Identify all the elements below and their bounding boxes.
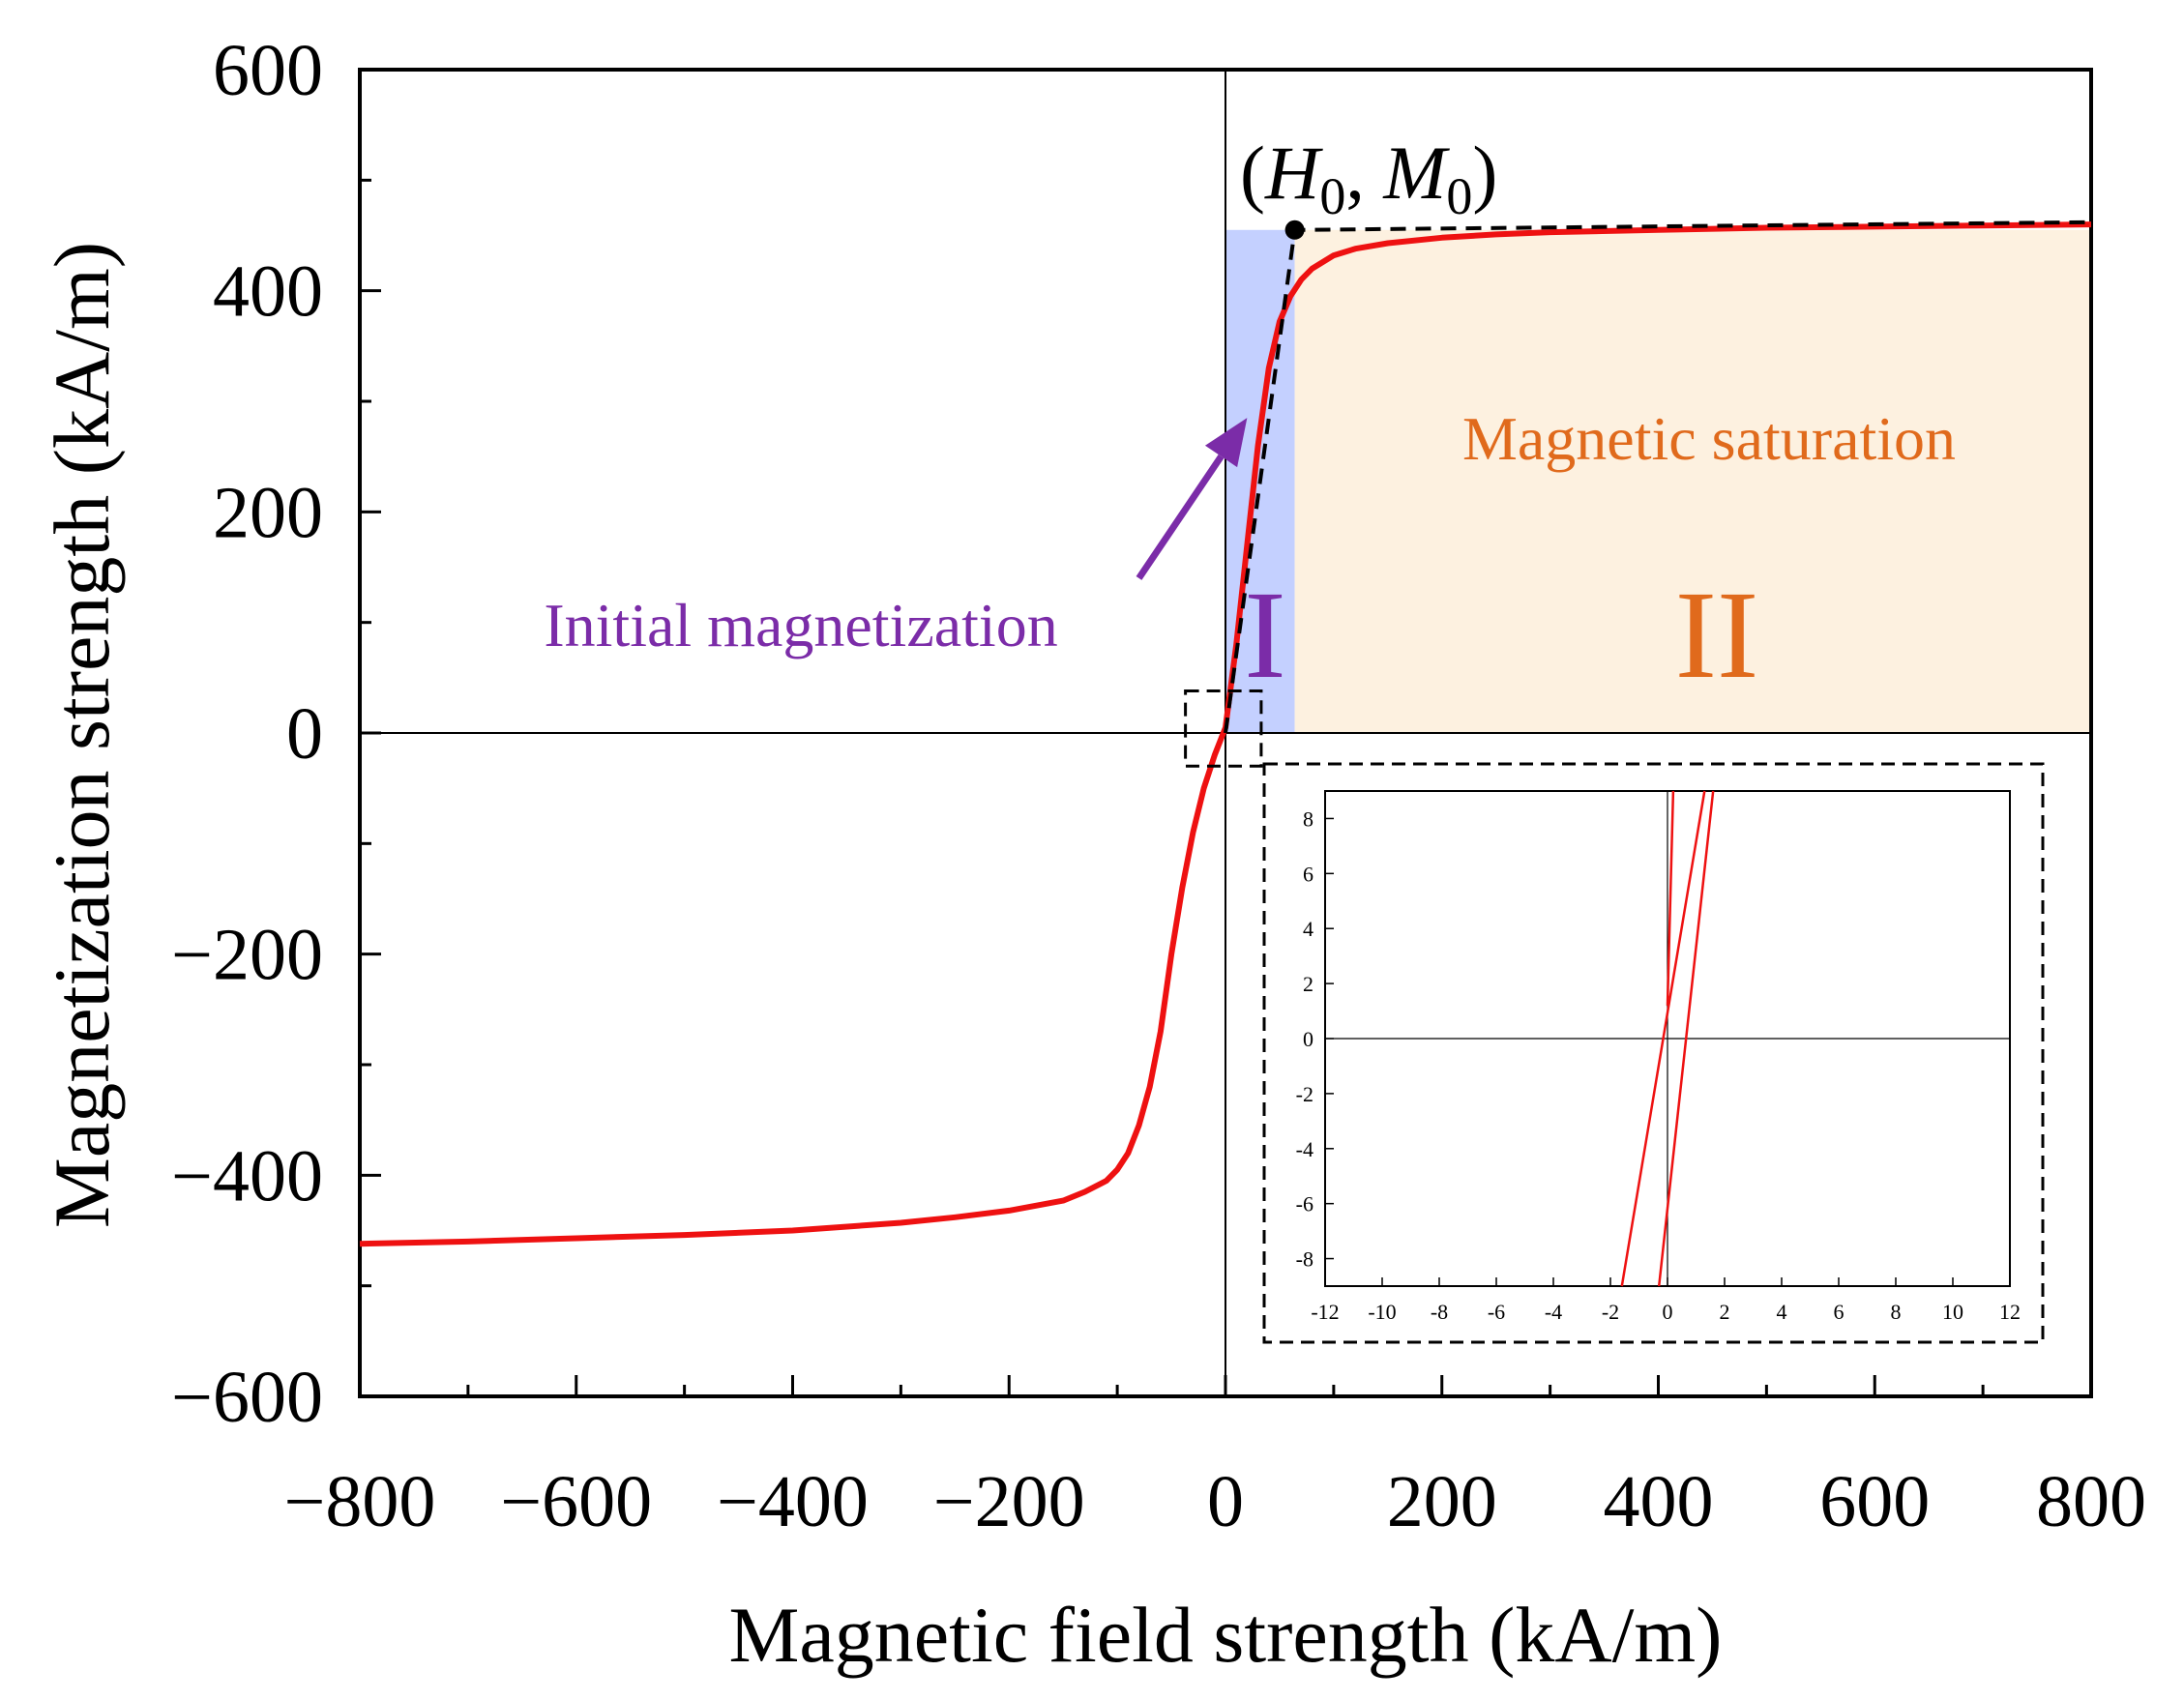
y-tick-label: 600 [213,30,323,111]
inset-plot: -12 -10 -8 -6 -4 -2 0 2 4 6 8 10 12 -8 -6 -4 -2 0 2 4 6 8 [1262,762,2045,1344]
x-tick-label: 200 [1387,1461,1497,1542]
x-tick-label: −200 [933,1461,1085,1542]
inset-x-tick-label: -8 [1431,1300,1448,1324]
point-label-h-subscript: 0 [1319,167,1345,225]
inset-x-tick-label: 0 [1663,1300,1673,1324]
x-tick-label: −800 [284,1461,436,1542]
saturation-point-marker [1284,220,1305,240]
initial-magnetization-arrowhead [1204,418,1248,468]
y-axis-label: Magnetization strength (kA/m) [38,242,126,1228]
inset-x-tick-label: 12 [1999,1300,2021,1324]
inset-border [1262,762,2045,1344]
point-label-open: ( [1240,131,1265,215]
inset-x-tick-label: 4 [1777,1300,1787,1324]
main-plot: −800 −600 −400 −200 0 200 400 600 800−600−400−20… [171,30,2146,1542]
y-tick-label: −600 [171,1357,323,1438]
x-tick-label: 800 [2036,1461,2146,1542]
point-label-h: H [1264,131,1323,215]
y-tick-label: 0 [286,693,323,775]
x-tick-label: 600 [1819,1461,1930,1542]
x-axis-label: Magnetic field strength (kA/m) [728,1591,1722,1679]
inset-y-tick-label: 0 [1303,1027,1313,1051]
inset-y-tick-label: -6 [1296,1192,1313,1216]
inset-y-tick-label: 4 [1303,917,1313,941]
region-I-label: I [1244,566,1285,705]
point-label-m: M [1382,131,1450,215]
zoom-box [1184,689,1263,768]
x-tick-label: −600 [500,1461,652,1542]
magnetic-saturation-label: Magnetic saturation [1462,404,1956,473]
y-tick-label: 400 [213,251,323,333]
inset-y-tick-label: -4 [1296,1137,1313,1161]
inset-y-tick-label: 2 [1303,972,1313,996]
y-tick-label: −400 [171,1135,323,1216]
region-II-fill [1294,229,2091,734]
x-tick-label: 0 [1207,1461,1244,1542]
inset-x-tick-label: 8 [1891,1300,1902,1324]
inset-x-tick-label: 10 [1942,1300,1963,1324]
y-tick-label: −200 [171,915,323,996]
initial-magnetization-arrow [1136,454,1225,580]
x-tick-label: −400 [717,1461,869,1542]
inset-x-tick-label: -10 [1368,1300,1396,1324]
inset-x-tick-label: -6 [1488,1300,1505,1324]
point-label-close: ) [1472,131,1497,215]
point-label-m-subscript: 0 [1446,167,1472,225]
initial-magnetization-label: Initial magnetization [544,591,1057,659]
inset-x-tick-label: -12 [1311,1300,1339,1324]
saturation-point-label: (H0, M0) [1240,131,1497,225]
point-label-comma: , [1345,131,1383,215]
inset-x-tick-label: -2 [1602,1300,1619,1324]
inset-y-tick-label: -8 [1296,1247,1313,1272]
inset-y-tick-label: 6 [1303,862,1313,886]
inset-x-tick-label: 2 [1720,1300,1730,1324]
x-tick-label: 400 [1604,1461,1714,1542]
inset-curve-branch [1620,790,1706,1287]
y-tick-label: 200 [213,472,323,553]
inset-y-tick-label: 8 [1303,806,1313,831]
labels: Magnetic field strength (kA/m) Magnetiza… [38,131,1956,1679]
inset-curve-branch [1666,790,1675,1006]
inset-x-tick-label: 6 [1834,1300,1845,1324]
magnetization-curve [359,221,2092,1247]
inset-x-tick-label: -4 [1545,1300,1562,1324]
inset-curve-branch [1657,790,1715,1287]
inset-y-tick-label: -2 [1296,1082,1313,1106]
region-II-label: II [1675,566,1759,705]
